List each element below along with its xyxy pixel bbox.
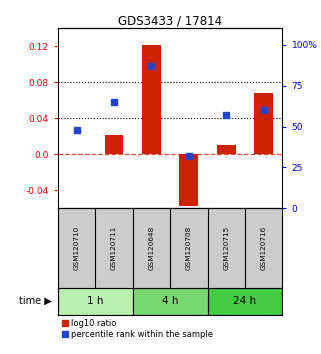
Text: GSM120716: GSM120716 xyxy=(261,226,267,270)
Text: 1 h: 1 h xyxy=(87,296,103,306)
Bar xyxy=(217,145,236,154)
Point xyxy=(186,153,191,159)
Point xyxy=(261,107,266,113)
Bar xyxy=(208,287,282,314)
Point xyxy=(74,127,79,133)
Point xyxy=(149,63,154,69)
Bar xyxy=(142,45,161,154)
Text: GSM120710: GSM120710 xyxy=(74,226,80,270)
Bar xyxy=(254,93,273,154)
Point xyxy=(111,99,117,105)
Title: GDS3433 / 17814: GDS3433 / 17814 xyxy=(118,14,222,27)
Text: GSM120648: GSM120648 xyxy=(148,226,154,270)
Text: GSM120708: GSM120708 xyxy=(186,226,192,270)
Point xyxy=(224,112,229,118)
Bar xyxy=(133,287,208,314)
Text: time ▶: time ▶ xyxy=(19,296,51,306)
Bar xyxy=(179,154,198,206)
Text: GSM120715: GSM120715 xyxy=(223,226,229,270)
Text: 24 h: 24 h xyxy=(233,296,256,306)
Bar xyxy=(105,135,123,154)
Text: 4 h: 4 h xyxy=(162,296,178,306)
Bar xyxy=(58,287,133,314)
Legend: log10 ratio, percentile rank within the sample: log10 ratio, percentile rank within the … xyxy=(62,319,213,339)
Text: GSM120711: GSM120711 xyxy=(111,226,117,270)
